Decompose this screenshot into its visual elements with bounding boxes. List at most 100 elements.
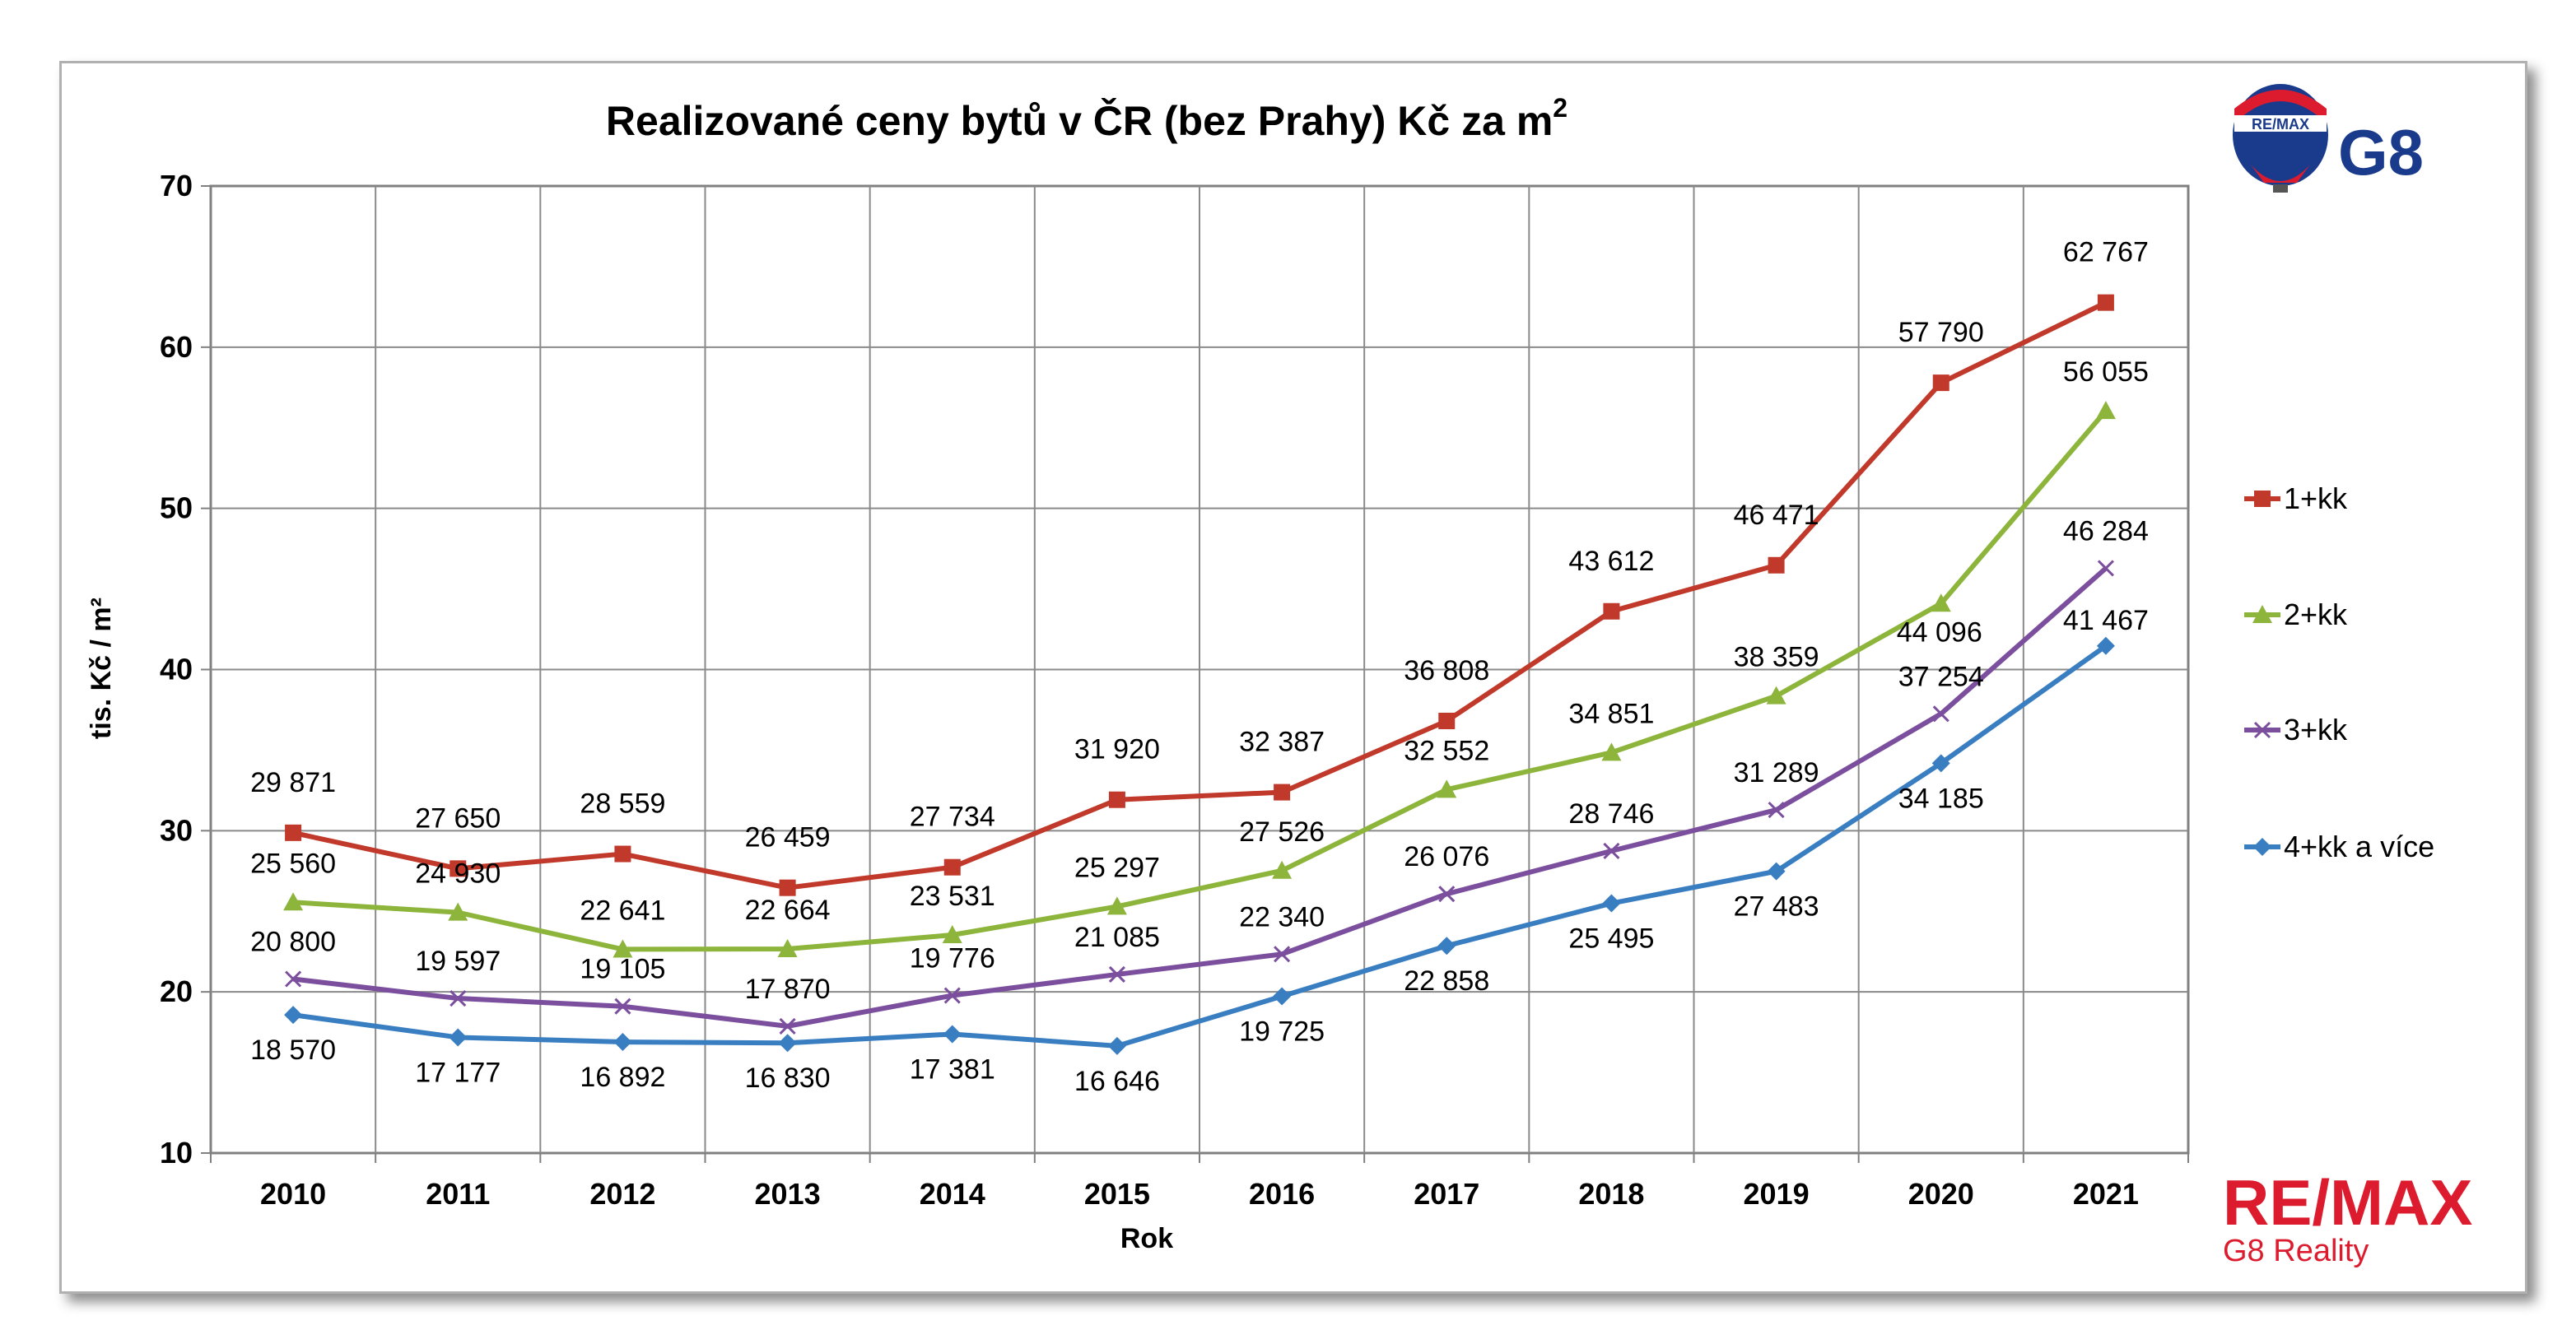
balloon-basket-icon	[2273, 184, 2288, 193]
point-marker	[1438, 886, 1456, 903]
data-label: 44 096	[1897, 616, 1982, 648]
legend-label: 1+kk	[2284, 481, 2348, 515]
point-marker	[1602, 894, 1621, 913]
x-tick-label: 2020	[1908, 1177, 1974, 1211]
point-marker	[1603, 602, 1620, 620]
legend-item-2: 3+kk	[2244, 713, 2348, 746]
point-marker	[778, 1034, 797, 1053]
point-marker	[2253, 838, 2271, 856]
y-axis-ticks: 10 20 30 40 50 60 70	[160, 169, 211, 1170]
balloon-icon	[2233, 84, 2328, 186]
x-tick-label: 2013	[755, 1177, 821, 1211]
data-label: 32 387	[1239, 727, 1325, 758]
point-marker	[1273, 987, 1292, 1006]
data-label: 31 920	[1074, 734, 1160, 765]
point-marker	[285, 824, 302, 841]
data-label: 22 858	[1404, 965, 1489, 997]
data-labels-layer: 29 871 27 650 28 559 26 459 27 734 31 920 32 3…	[250, 237, 2149, 1097]
point-marker	[450, 989, 467, 1007]
point-marker	[613, 939, 633, 958]
point-marker	[943, 1025, 962, 1044]
point-marker	[1437, 779, 1457, 798]
point-marker	[284, 1006, 303, 1025]
data-label: 56 055	[2063, 356, 2149, 388]
data-label: 27 483	[1734, 891, 1819, 923]
y-tick-label: 30	[160, 813, 193, 847]
legend-item-1: 2+kk	[2244, 598, 2348, 631]
point-marker	[1106, 896, 1127, 915]
data-label: 22 340	[1239, 901, 1325, 932]
point-marker	[2096, 636, 2115, 655]
data-label: 24 930	[415, 858, 501, 890]
point-marker	[1274, 784, 1291, 801]
point-marker	[1272, 860, 1293, 879]
point-marker	[1767, 862, 1786, 881]
y-tick-label: 70	[160, 169, 193, 202]
data-label: 27 734	[910, 802, 995, 833]
x-tick-label: 2011	[426, 1177, 490, 1211]
legend-label: 4+kk a více	[2284, 830, 2434, 863]
x-tick-label: 2012	[589, 1177, 655, 1211]
y-tick-label: 10	[160, 1136, 193, 1170]
data-label: 28 559	[580, 788, 665, 820]
point-marker	[2252, 605, 2272, 623]
point-marker	[614, 845, 631, 863]
data-label: 36 808	[1404, 655, 1489, 686]
x-tick-label: 2018	[1578, 1177, 1644, 1211]
y-axis-title: tis. Kč / m²	[86, 598, 117, 739]
balloon-band	[2234, 115, 2327, 132]
point-marker	[942, 925, 962, 944]
data-label: 43 612	[1568, 546, 1654, 577]
point-marker	[1437, 937, 1456, 956]
point-marker	[1274, 946, 1291, 963]
legend-label: 2+kk	[2284, 598, 2348, 631]
data-label: 22 641	[580, 895, 665, 926]
data-label: 28 746	[1568, 798, 1654, 830]
point-marker	[1931, 754, 1950, 773]
point-marker	[1603, 842, 1620, 859]
data-label: 34 851	[1568, 698, 1654, 729]
data-label: 21 085	[1074, 922, 1160, 953]
balloon-logo: RE/MAX	[2233, 84, 2328, 193]
data-label: 27 650	[415, 802, 501, 834]
data-label: 17 870	[745, 974, 831, 1005]
y-tick-label: 40	[160, 653, 193, 686]
remax-footer-sub: G8 Reality	[2223, 1234, 2369, 1268]
point-marker	[779, 1017, 796, 1035]
data-label: 25 560	[250, 848, 336, 879]
data-label: 26 076	[1404, 841, 1489, 872]
point-marker	[943, 987, 961, 1004]
point-marker	[1932, 705, 1949, 723]
data-label: 17 381	[910, 1053, 995, 1085]
legend-label: 3+kk	[2284, 713, 2348, 746]
point-marker	[1107, 1036, 1126, 1055]
point-marker	[2095, 401, 2116, 420]
x-axis-ticks: 2010 2011 2012 2013 2014 2015 2016 2017 2018 2019…	[210, 1153, 2189, 1211]
series-line-0	[292, 300, 2108, 891]
data-label: 46 284	[2063, 515, 2149, 546]
point-marker	[449, 1028, 468, 1047]
legend-item-3: 4+kk a více	[2244, 830, 2434, 863]
point-marker	[614, 998, 631, 1015]
data-label: 26 459	[745, 822, 831, 853]
data-label: 20 800	[250, 927, 336, 958]
point-marker	[283, 892, 304, 911]
x-axis-title: Rok	[1120, 1223, 1173, 1254]
data-label: 38 359	[1734, 642, 1819, 673]
data-label: 25 495	[1568, 923, 1654, 955]
x-tick-label: 2010	[260, 1177, 326, 1211]
data-label: 19 725	[1239, 1016, 1325, 1048]
y-tick-label: 50	[160, 491, 193, 525]
data-label: 46 471	[1734, 500, 1819, 531]
point-marker	[448, 902, 468, 921]
point-marker	[943, 858, 961, 876]
point-marker	[1768, 802, 1785, 819]
balloon-text: RE/MAX	[2252, 116, 2309, 133]
data-label: 19 105	[580, 954, 665, 985]
x-tick-label: 2016	[1249, 1177, 1315, 1211]
point-marker	[777, 938, 798, 957]
chart-title: Realizované ceny bytů v ČR (bez Prahy) K…	[606, 93, 1567, 144]
legend: 1+kk 2+kk 3+kk 4+kk a více	[2244, 481, 2434, 863]
x-tick-label: 2014	[920, 1177, 985, 1211]
